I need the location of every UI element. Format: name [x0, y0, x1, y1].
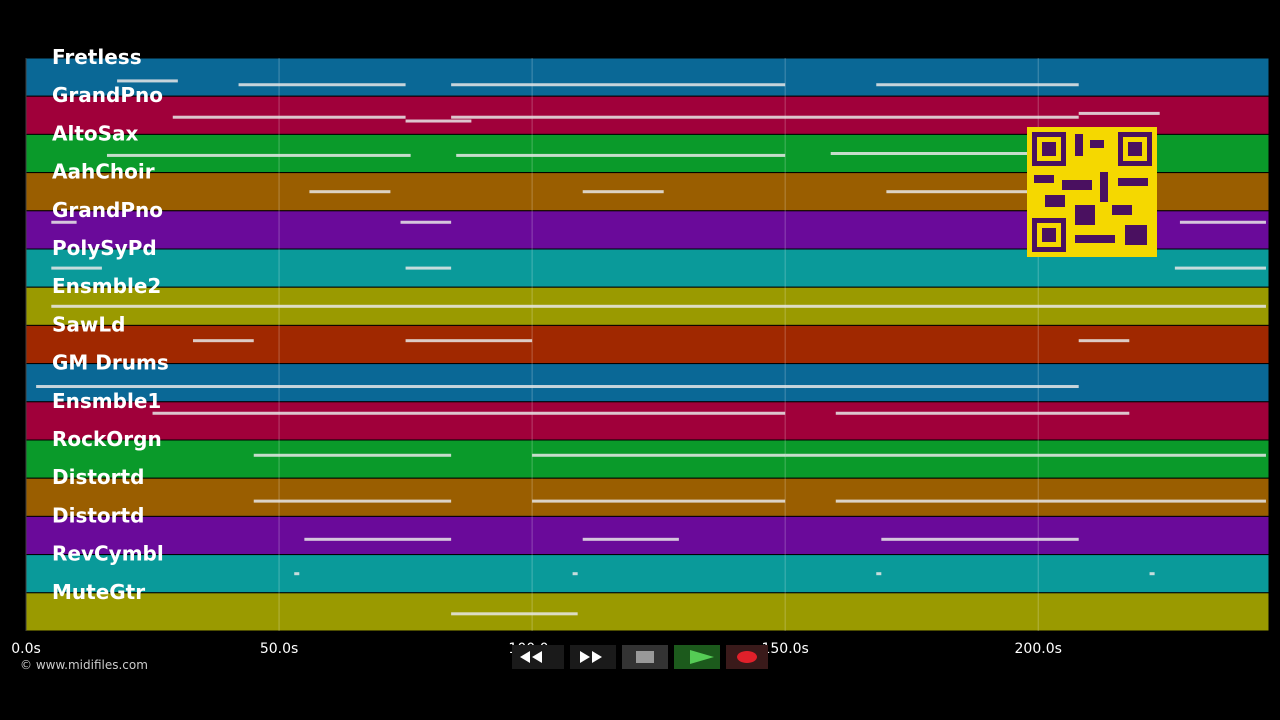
track-row: [25, 363, 1270, 403]
time-tick-label: 0.0s: [11, 641, 41, 657]
note: [253, 499, 452, 503]
note: [1179, 220, 1266, 224]
copyright: © www.midifiles.com: [20, 658, 148, 672]
track-name: RockOrgn: [52, 427, 162, 451]
note: [451, 612, 578, 616]
note: [309, 190, 391, 194]
play-button[interactable]: [674, 645, 720, 669]
track-row: [25, 477, 1270, 517]
track-name: Ensmble1: [52, 389, 161, 413]
note: [294, 572, 300, 576]
note: [400, 220, 452, 224]
note: [253, 453, 452, 457]
note: [451, 115, 1079, 119]
track-row: [25, 439, 1270, 479]
track-name: MuteGtr: [52, 580, 145, 604]
note: [785, 453, 1266, 457]
note: [51, 304, 1266, 308]
note: [876, 83, 1079, 87]
note: [456, 153, 786, 157]
track-row: [25, 592, 1270, 632]
fast-forward-button[interactable]: [570, 645, 616, 669]
note: [1174, 266, 1266, 270]
note: [835, 411, 1130, 415]
note: [152, 411, 786, 415]
track-name: SawLd: [52, 312, 125, 336]
track-name: Fretless: [52, 45, 142, 69]
transport: [512, 645, 768, 669]
note: [532, 453, 786, 457]
record-button[interactable]: [726, 645, 768, 669]
track-name: AahChoir: [52, 160, 155, 184]
note: [193, 339, 254, 343]
note: [106, 153, 411, 157]
track-name: PolySyPd: [52, 236, 157, 260]
qr-code: [1027, 127, 1157, 257]
note: [582, 537, 679, 541]
note: [572, 572, 578, 576]
note: [1078, 339, 1130, 343]
note: [1149, 572, 1155, 576]
track-name: GrandPno: [52, 83, 163, 107]
time-tick-label: 150.0s: [761, 641, 808, 657]
note: [405, 119, 472, 123]
track-name: GM Drums: [52, 351, 169, 375]
note: [582, 190, 664, 194]
note: [238, 83, 406, 87]
note: [51, 266, 102, 270]
note: [886, 190, 1059, 194]
rewind-button[interactable]: [512, 645, 564, 669]
note: [532, 499, 786, 503]
note: [51, 220, 77, 224]
time-tick-label: 200.0s: [1015, 641, 1062, 657]
track-name: RevCymbl: [52, 542, 164, 566]
note: [876, 572, 882, 576]
note: [36, 385, 1079, 389]
note: [405, 266, 452, 270]
track-row: [25, 554, 1270, 594]
track-name: Distortd: [52, 503, 144, 527]
note: [881, 537, 1079, 541]
track-row: [25, 401, 1270, 441]
track-name: Ensmble2: [52, 274, 161, 298]
note: [304, 537, 452, 541]
track-name: GrandPno: [52, 198, 163, 222]
track-row: [25, 324, 1270, 365]
note: [405, 339, 533, 343]
note: [830, 152, 1150, 155]
stop-button[interactable]: [622, 645, 668, 669]
track-row: [25, 57, 1270, 97]
track-name: Distortd: [52, 465, 144, 489]
note: [835, 499, 1266, 503]
note: [1078, 111, 1160, 115]
note: [451, 83, 786, 87]
time-tick-label: 50.0s: [260, 641, 298, 657]
track-name: AltoSax: [52, 121, 139, 145]
note: [172, 115, 406, 119]
track-row: [25, 515, 1270, 556]
note: [117, 79, 178, 83]
